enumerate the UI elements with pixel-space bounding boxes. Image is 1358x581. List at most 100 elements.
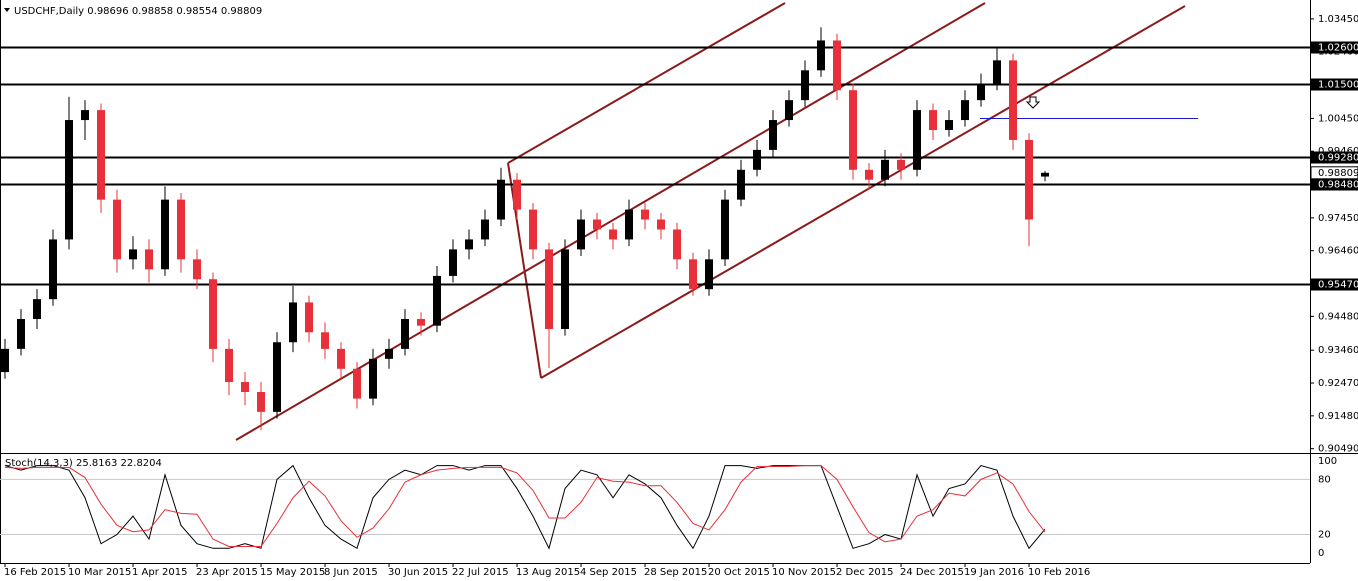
- candle-body: [497, 179, 505, 220]
- y-tick-label: 0.94480: [1318, 311, 1358, 322]
- level-tag: [1311, 178, 1358, 191]
- pitchfork: [235, 2, 1186, 441]
- level-label: 0.99280: [1318, 153, 1358, 164]
- candle-body: [97, 110, 105, 200]
- candle-body: [1025, 139, 1033, 220]
- chart-title: USDCHF,Daily 0.98696 0.98858 0.98554 0.9…: [14, 6, 262, 17]
- stoch-line: [4, 464, 1046, 550]
- level-label: 0.95470: [1318, 280, 1358, 291]
- x-tick-label: 22 Jul 2015: [452, 567, 509, 578]
- candle-body: [225, 348, 233, 383]
- candle-body: [561, 249, 569, 329]
- candle-body: [961, 100, 969, 121]
- x-tick-label: 24 Dec 2015: [900, 567, 964, 578]
- candle-body: [673, 229, 681, 260]
- candle-body: [529, 209, 537, 250]
- candle-body: [401, 319, 409, 349]
- candle-body: [849, 90, 857, 170]
- stoch-line: [4, 465, 1046, 547]
- candle-body: [689, 259, 697, 290]
- candle-body: [465, 239, 473, 250]
- candle-body: [1, 348, 9, 373]
- pitchfork-upper: [507, 2, 786, 164]
- candle-body: [1009, 60, 1017, 140]
- x-tick-label: 1 Apr 2015: [132, 567, 187, 578]
- candle-body: [481, 219, 489, 240]
- candle-body: [545, 249, 553, 329]
- candle-body: [81, 110, 89, 121]
- candle-body: [289, 302, 297, 343]
- candle-body: [769, 120, 777, 150]
- candle-body: [721, 199, 729, 260]
- y-tick-label: 0.93460: [1318, 345, 1358, 356]
- candle-body: [273, 342, 281, 412]
- x-tick-label: 10 Mar 2015: [68, 567, 131, 578]
- candle-body: [321, 332, 329, 349]
- candle-body: [977, 83, 985, 101]
- candle-body: [161, 199, 169, 270]
- candle-body: [305, 302, 313, 333]
- indicator-tick-label: 0: [1318, 548, 1324, 559]
- candle-body: [369, 358, 377, 399]
- x-tick-label: 8 Jun 2015: [324, 567, 378, 578]
- candle-body: [337, 348, 345, 369]
- title-arrow: [4, 8, 10, 12]
- candle-body: [993, 60, 1001, 84]
- candle-body: [865, 169, 873, 180]
- level-label: 1.02600: [1318, 43, 1358, 54]
- candle-body: [753, 149, 761, 170]
- candle-body: [433, 275, 441, 326]
- candle-body: [449, 249, 457, 276]
- indicator-tick-label: 20: [1318, 530, 1331, 541]
- candle-body: [17, 319, 25, 349]
- candle-body: [945, 120, 953, 130]
- candle-body: [657, 219, 665, 230]
- y-tick-label: 0.92470: [1318, 378, 1358, 389]
- candle-body: [929, 110, 937, 130]
- candle-body: [113, 199, 121, 260]
- indicator-title: Stoch(14,3,3) 25.8163 22.8204: [5, 458, 162, 469]
- pitchfork-lower: [540, 5, 1186, 379]
- candle-body: [65, 120, 73, 240]
- candle-body: [577, 219, 585, 250]
- level-label: 1.01500: [1318, 80, 1358, 91]
- candle-body: [593, 219, 601, 230]
- level-label: 0.98480: [1318, 180, 1358, 191]
- indicator-tick-label: 100: [1318, 456, 1337, 467]
- level-tag: [1311, 278, 1358, 291]
- candle-body: [833, 40, 841, 91]
- candle-body: [913, 110, 921, 170]
- y-tick-label: 1.03450: [1318, 14, 1358, 25]
- x-tick-label: 16 Feb 2015: [4, 567, 66, 578]
- x-tick-label: 4 Sep 2015: [580, 567, 637, 578]
- candle-body: [49, 239, 57, 300]
- x-tick-label: 2 Dec 2015: [836, 567, 894, 578]
- level-tag: [1311, 151, 1358, 164]
- y-tick-label: 0.96460: [1318, 246, 1358, 257]
- candle-body: [385, 348, 393, 359]
- x-tick-label: 10 Feb 2016: [1028, 567, 1090, 578]
- candle-body: [705, 259, 713, 290]
- candle-body: [193, 259, 201, 280]
- x-tick-label: 28 Sep 2015: [644, 567, 707, 578]
- candle-body: [417, 319, 425, 326]
- level-tag: [1311, 78, 1358, 91]
- candle-body: [129, 249, 137, 260]
- candle-body: [353, 368, 361, 399]
- x-tick-label: 20 Oct 2015: [708, 567, 770, 578]
- indicator-tick-label: 80: [1318, 474, 1331, 485]
- candle-body: [609, 229, 617, 240]
- x-tick-label: 10 Nov 2015: [772, 567, 836, 578]
- y-tick-label: 0.90490: [1318, 444, 1358, 455]
- candle-body: [897, 159, 905, 170]
- x-tick-label: 30 Jun 2015: [388, 567, 448, 578]
- y-tick-label: 1.00450: [1318, 113, 1358, 124]
- candle-body: [1041, 172, 1049, 177]
- candle-body: [641, 209, 649, 220]
- level-tag: [1311, 41, 1358, 54]
- pitchfork-median: [235, 2, 986, 441]
- candle-body: [241, 382, 249, 392]
- candle-body: [209, 279, 217, 349]
- arrow-icon: [1025, 96, 1041, 109]
